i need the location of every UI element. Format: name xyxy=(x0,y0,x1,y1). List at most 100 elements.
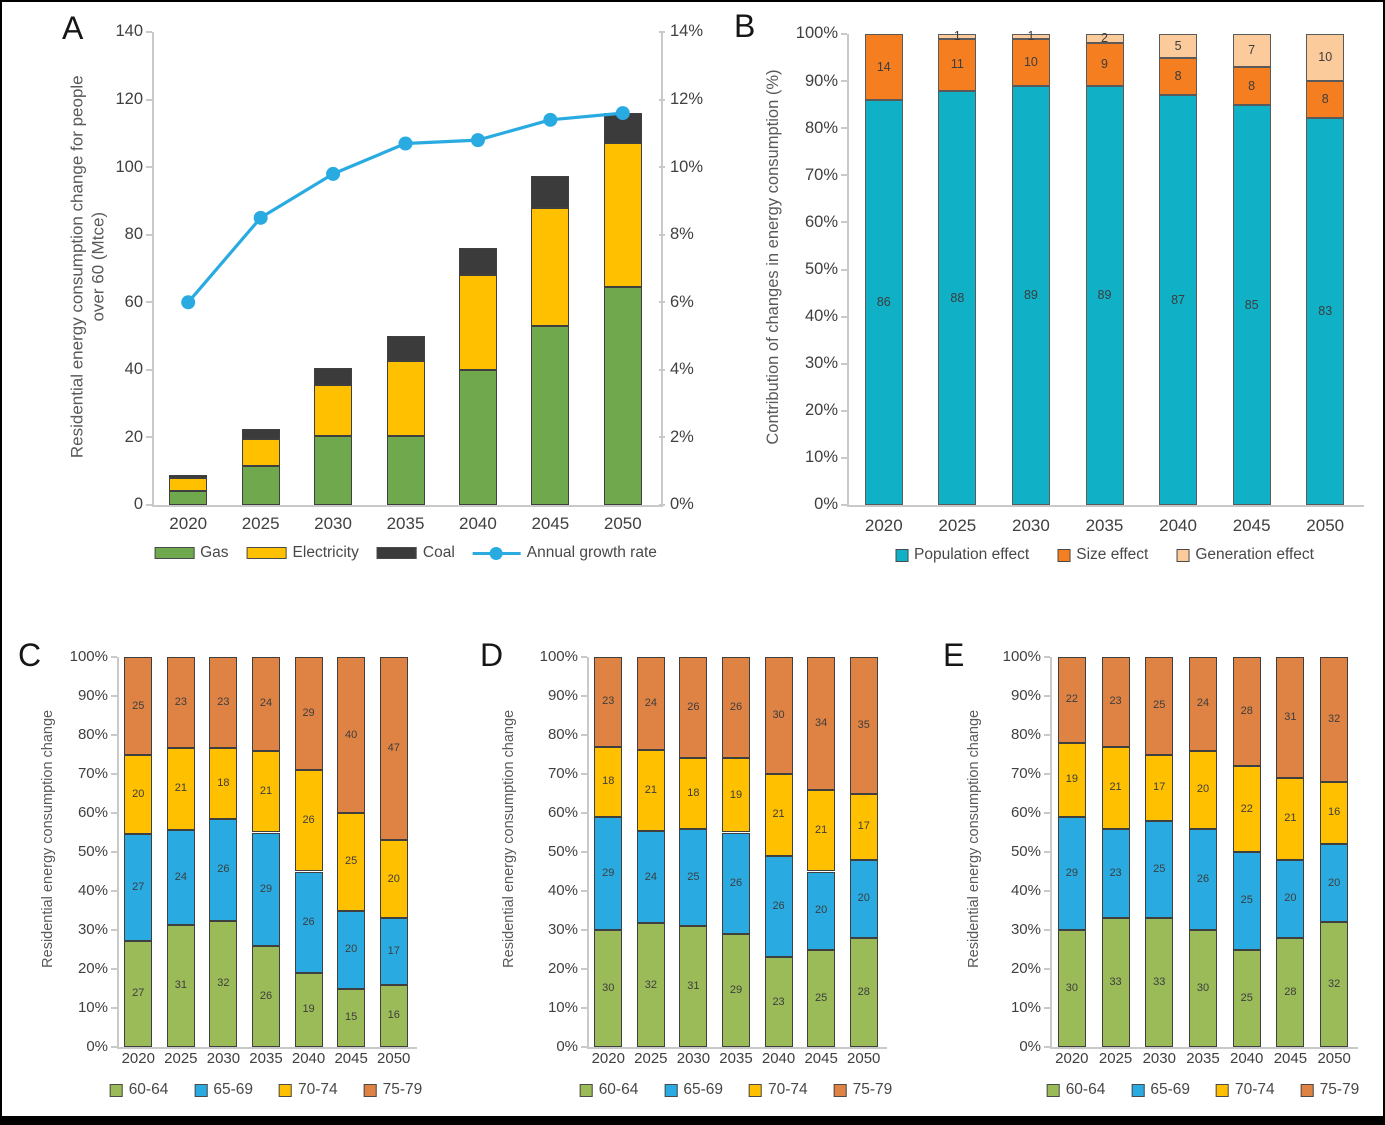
legend-label: 65-69 xyxy=(1150,1081,1190,1098)
y-tick-label: 40 xyxy=(124,360,143,379)
y-tick-label: 80% xyxy=(547,726,578,744)
segment-value-label: 87 xyxy=(1171,292,1186,307)
bar-segment-gas xyxy=(386,435,425,505)
bar-segment-75-79: 34 xyxy=(807,657,836,790)
y-tick-mark xyxy=(146,368,152,371)
segment-value-label: 32 xyxy=(644,978,657,991)
segment-value-label: 8 xyxy=(1248,78,1256,93)
segment-value-label: 18 xyxy=(217,776,230,789)
growth-line-marker xyxy=(181,295,196,310)
x-tick-label: 2035 xyxy=(719,1050,753,1067)
y-tick-label: 70% xyxy=(547,765,578,783)
bar-segment-size-effect: 10 xyxy=(1011,38,1050,86)
legend-label: Gas xyxy=(200,544,229,561)
segment-value-label: 26 xyxy=(259,989,273,1002)
y-tick-label: 0% xyxy=(556,1038,578,1056)
bar-segment-60-64: 33 xyxy=(1101,918,1130,1047)
bar-segment-60-64: 30 xyxy=(1189,930,1217,1047)
segment-value-label: 21 xyxy=(259,785,273,798)
bar-segment-65-69: 26 xyxy=(722,832,750,934)
segment-value-label: 28 xyxy=(1240,705,1253,718)
y-tick-label: 0% xyxy=(86,1038,108,1056)
y-tick-label: 90% xyxy=(547,687,578,705)
bar-segment-65-69: 25 xyxy=(1232,852,1261,950)
y-tick-label-right: 8% xyxy=(670,225,694,244)
bar-segment-population-effect: 87 xyxy=(1159,95,1198,505)
bar-segment-60-64: 25 xyxy=(807,949,836,1047)
y-tick-mark xyxy=(1044,656,1050,658)
growth-line-marker xyxy=(615,106,630,121)
y-tick-mark xyxy=(841,456,847,459)
bar-segment-size-effect: 8 xyxy=(1159,57,1198,96)
x-tick-label: 2050 xyxy=(847,1050,881,1067)
y-tick-label: 20 xyxy=(124,427,143,446)
legend-swatch-75-79 xyxy=(1300,1083,1314,1097)
bar-segment-gas xyxy=(314,435,353,505)
segment-value-label: 20 xyxy=(132,788,145,801)
segment-value-label: 17 xyxy=(1153,781,1166,794)
y-tick-mark xyxy=(1044,968,1050,970)
bar-segment-65-69: 24 xyxy=(166,830,195,925)
panel-e-letter: E xyxy=(943,637,965,673)
bar-segment-size-effect: 11 xyxy=(938,38,977,91)
y-tick-label: 0% xyxy=(814,495,838,514)
y-tick-label: 50% xyxy=(547,843,578,861)
bar-segment-65-69: 25 xyxy=(679,828,708,927)
bar-segment-generation-effect: 5 xyxy=(1159,34,1198,58)
x-tick-label: 2040 xyxy=(459,514,497,533)
segment-value-label: 7 xyxy=(1248,43,1256,58)
segment-value-label: 24 xyxy=(1196,697,1210,710)
y-tick-mark xyxy=(581,929,587,931)
y-tick-label: 30% xyxy=(1010,921,1041,939)
x-tick-label: 2035 xyxy=(1085,516,1124,535)
bar-segment-75-79: 23 xyxy=(209,657,238,748)
segment-value-label: 23 xyxy=(602,695,615,708)
panel-d-y-axis-title: Residential energy consumption change xyxy=(501,709,518,968)
y-tick-label: 20% xyxy=(77,960,108,978)
legend-swatch-population-effect xyxy=(895,548,909,562)
bar-segment-generation-effect: 2 xyxy=(1085,32,1124,44)
segment-value-label: 24 xyxy=(644,696,657,709)
legend-label: 60-64 xyxy=(598,1081,639,1098)
bar-segment-75-79: 47 xyxy=(379,657,408,841)
bar-segment-65-69: 23 xyxy=(1101,828,1130,919)
x-tick-label: 2030 xyxy=(314,514,352,533)
panel-a-plot-area xyxy=(152,32,663,507)
segment-value-label: 26 xyxy=(729,701,743,714)
y-tick-label: 50% xyxy=(1010,843,1041,861)
panel-a: A Residential energy consumption change … xyxy=(10,6,720,612)
legend-swatch-70-74 xyxy=(1216,1083,1229,1097)
y-tick-mark xyxy=(1044,851,1050,853)
x-tick-label: 2035 xyxy=(386,514,425,533)
y-tick-label: 40% xyxy=(547,882,578,900)
y-tick-label: 80 xyxy=(124,225,143,244)
legend-item-annual-growth-rate: Annual growth rate xyxy=(472,544,657,562)
y-tick-mark xyxy=(111,929,117,931)
y-tick-mark xyxy=(581,851,587,853)
bar-segment-coal xyxy=(169,474,208,478)
segment-value-label: 29 xyxy=(729,983,743,996)
bar-segment-gas xyxy=(531,325,570,505)
segment-value-label: 40 xyxy=(345,728,358,741)
bar-segment-60-64: 28 xyxy=(1276,937,1305,1047)
y-tick-label-right: 14% xyxy=(670,22,704,41)
bar-segment-65-69: 26 xyxy=(1189,828,1217,930)
bar-segment-gas xyxy=(169,491,208,505)
segment-value-label: 26 xyxy=(302,814,315,827)
segment-value-label: 25 xyxy=(1240,894,1253,907)
y-tick-mark-right xyxy=(659,504,665,506)
bar-segment-75-79: 24 xyxy=(1189,657,1217,751)
bar-segment-75-79: 24 xyxy=(252,657,280,751)
y-tick-label-right: 4% xyxy=(670,360,694,379)
segment-value-label: 27 xyxy=(132,987,145,1000)
segment-value-label: 21 xyxy=(815,824,828,837)
segment-value-label: 47 xyxy=(387,742,400,755)
bar-segment-75-79: 26 xyxy=(679,657,708,759)
legend-e: 60-64 65-69 70-74 75-79 xyxy=(1046,1081,1359,1099)
growth-line-marker xyxy=(326,166,341,181)
x-tick-label: 2025 xyxy=(938,516,977,535)
segment-value-label: 23 xyxy=(772,995,785,1008)
y-tick-label-right: 12% xyxy=(670,90,704,108)
bar-segment-electricity xyxy=(386,361,425,436)
legend-c: 60-64 65-69 70-74 75-79 xyxy=(109,1081,422,1099)
